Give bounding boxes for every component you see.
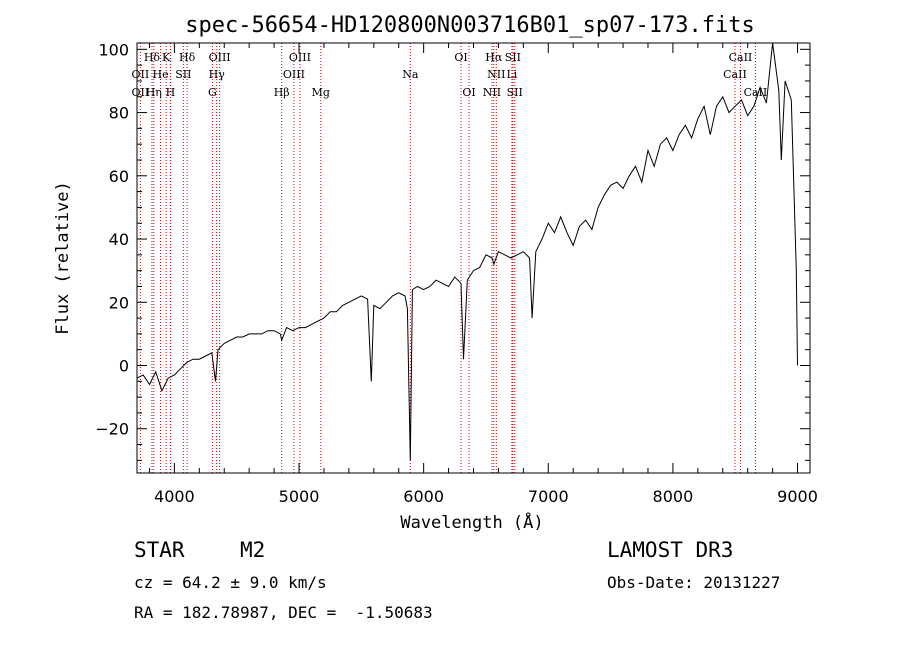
y-tick-label: 20 xyxy=(109,293,129,312)
line-marker-label: Hη xyxy=(146,86,162,99)
line-marker-label: OIII xyxy=(209,51,231,64)
line-marker-label: Na xyxy=(402,68,419,81)
y-tick-label: −20 xyxy=(95,420,129,439)
line-marker-label: K xyxy=(162,51,171,64)
chart-title: spec-56654-HD120800N003716B01_sp07-173.f… xyxy=(185,13,755,38)
plot-frame xyxy=(136,42,811,474)
line-markers xyxy=(139,43,756,473)
x-tick-label: 4000 xyxy=(154,487,195,506)
line-marker-label: Hδ xyxy=(179,51,196,64)
survey-name: LAMOST DR3 xyxy=(607,538,734,562)
line-marker-label: Hα xyxy=(485,51,503,64)
line-marker-label: OIII xyxy=(289,51,311,64)
line-marker-label: SII xyxy=(505,51,521,64)
line-marker-label: OII xyxy=(132,68,150,81)
redshift-cz: cz = 64.2 ± 9.0 km/s xyxy=(134,573,327,592)
line-marker-label: Li xyxy=(506,68,517,81)
line-marker-label: OI xyxy=(462,86,475,99)
spectrum-series-line xyxy=(136,42,798,461)
axis-ticks xyxy=(137,43,810,473)
line-marker-label: CaII xyxy=(723,68,747,81)
line-marker-label: SII xyxy=(175,68,191,81)
x-axis-label: Wavelength (Å) xyxy=(400,511,543,533)
line-marker-label: H xyxy=(166,86,176,99)
y-tick-label: 100 xyxy=(98,40,129,59)
x-tick-label: 8000 xyxy=(653,487,694,506)
y-tick-label: 0 xyxy=(119,357,129,376)
line-marker-label: SII xyxy=(507,86,523,99)
object-class: STAR xyxy=(134,538,185,562)
axis-tick-labels: 4000 5000 6000 7000 8000 9000 −20 0 20 40 60 80 100 xyxy=(95,40,818,506)
y-axis-label: Flux (relative) xyxy=(53,181,73,335)
line-marker-label: Hγ xyxy=(209,68,226,81)
line-marker-label: CaII xyxy=(729,51,753,64)
line-marker-label: NII xyxy=(483,86,501,99)
line-marker-label: NII xyxy=(487,68,505,81)
line-marker-label: OIII xyxy=(283,68,305,81)
y-tick-label: 80 xyxy=(109,104,129,123)
ra-dec: RA = 182.78987, DEC = -1.50683 xyxy=(134,603,433,622)
line-marker-label: Hβ xyxy=(274,86,290,99)
x-tick-label: 6000 xyxy=(403,487,444,506)
y-tick-label: 60 xyxy=(109,167,129,186)
observation-date: Obs-Date: 20131227 xyxy=(607,573,781,592)
line-marker-label: G xyxy=(208,86,217,99)
line-marker-label: Hδ xyxy=(144,51,161,64)
object-subclass: M2 xyxy=(240,538,266,562)
x-tick-label: 5000 xyxy=(279,487,320,506)
y-tick-label: 40 xyxy=(109,230,129,249)
line-marker-label: OII xyxy=(132,86,150,99)
x-tick-label: 9000 xyxy=(777,487,818,506)
line-marker-label: Mg xyxy=(312,86,330,99)
line-marker-label: He xyxy=(153,68,169,81)
line-marker-label: OI xyxy=(454,51,467,64)
x-tick-label: 7000 xyxy=(528,487,569,506)
